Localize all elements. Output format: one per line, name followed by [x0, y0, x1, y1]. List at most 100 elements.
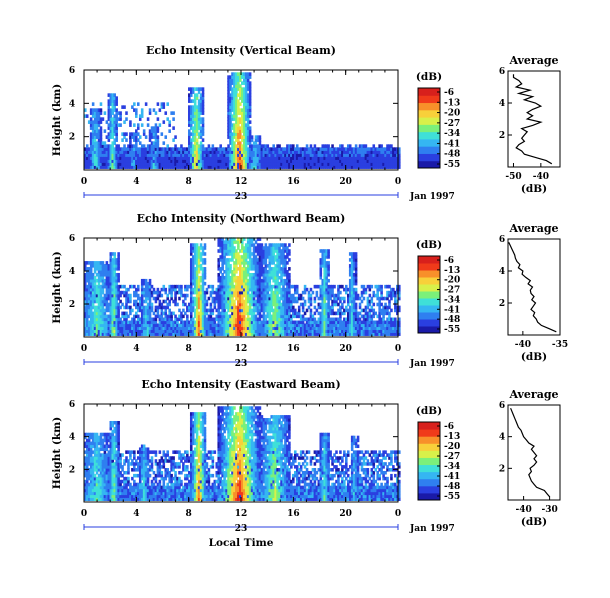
x-tick-label: 20	[339, 344, 352, 354]
heatmap	[84, 237, 401, 336]
colorbar-swatch	[418, 457, 440, 466]
colorbar-swatch	[418, 256, 440, 264]
x-axis-label: Local Time	[209, 537, 274, 549]
y-tick-label: 6	[69, 66, 75, 76]
colorbar-unit: (dB)	[416, 239, 442, 251]
avg-x-axis-label: (dB)	[521, 351, 547, 363]
colorbar-tick-label: -27	[444, 452, 460, 462]
colorbar-tick-label: -34	[444, 295, 460, 305]
colorbar-tick-label: -13	[444, 98, 460, 108]
colorbar-swatch	[418, 450, 440, 458]
x-tick-label: 0	[81, 344, 87, 354]
colorbar-tick-label: -13	[444, 266, 460, 276]
colorbar-tick-label: -20	[444, 109, 460, 119]
colorbar-swatch	[418, 443, 440, 451]
date-label: Jan 1997	[409, 359, 455, 369]
colorbar-tick-label: -48	[444, 315, 460, 325]
colorbar-swatch	[418, 131, 440, 140]
colorbar-swatch	[418, 138, 440, 147]
x-tick-label: 8	[186, 344, 192, 354]
colorbar-swatch	[418, 160, 440, 169]
y-tick-label: 6	[69, 234, 75, 244]
colorbar-swatch	[418, 102, 440, 111]
colorbar-swatch	[418, 464, 440, 473]
colorbar-swatch	[418, 305, 440, 313]
x-tick-label: 0	[81, 509, 87, 519]
average-profile-line	[508, 241, 557, 333]
day-label: 23	[235, 524, 248, 534]
avg-x-tick-label: -40	[533, 172, 549, 182]
colorbar-swatch	[418, 436, 440, 444]
average-frame	[507, 404, 561, 501]
avg-y-tick-label: 2	[499, 464, 505, 474]
colorbar-swatch	[418, 471, 440, 480]
avg-y-tick-label: 6	[499, 67, 505, 77]
y-tick-label: 6	[69, 400, 75, 410]
colorbar-tick-label: -27	[444, 286, 460, 296]
colorbar-swatch	[418, 109, 440, 118]
avg-y-tick-label: 6	[499, 235, 505, 245]
x-tick-label: 4	[133, 344, 139, 354]
x-tick-label: 0	[395, 509, 401, 519]
x-tick-label: 12	[235, 509, 248, 519]
colorbar-frame	[417, 255, 441, 334]
date-label: Jan 1997	[409, 524, 455, 534]
day-label: 23	[235, 359, 248, 369]
colorbar-swatch	[418, 277, 440, 285]
avg-x-axis-label: (dB)	[521, 183, 547, 195]
x-tick-label: 4	[133, 509, 139, 519]
x-tick-label: 16	[287, 509, 300, 519]
y-tick-label: 4	[69, 99, 75, 109]
y-axis-label: Height (km)	[51, 251, 63, 323]
colorbar-tick-label: -41	[444, 305, 460, 315]
avg-y-tick-label: 4	[499, 99, 505, 109]
colorbar-tick-label: -6	[444, 88, 454, 98]
day-label: 23	[235, 192, 248, 202]
colorbar-tick-label: -20	[444, 276, 460, 286]
avg-x-tick-label: -50	[505, 172, 521, 182]
colorbar-tick-label: -27	[444, 119, 460, 129]
x-tick-label: 8	[186, 509, 192, 519]
colorbar-swatch	[418, 284, 440, 292]
colorbar-swatch	[418, 319, 440, 327]
panel-title: Echo Intensity (Vertical Beam)	[146, 44, 336, 57]
average-profile-line	[510, 407, 551, 498]
x-tick-label: 20	[339, 177, 352, 187]
colorbar-tick-label: -55	[444, 492, 460, 502]
colorbar-tick-label: -20	[444, 442, 460, 452]
x-tick-label: 0	[395, 177, 401, 187]
colorbar-swatch	[418, 270, 440, 278]
x-tick-label: 4	[133, 177, 139, 187]
x-tick-label: 12	[235, 177, 248, 187]
colorbar-swatch	[418, 117, 440, 125]
y-tick-label: 2	[69, 133, 75, 143]
avg-y-tick-label: 4	[499, 433, 505, 443]
x-tick-label: 12	[235, 344, 248, 354]
avg-y-tick-label: 6	[499, 401, 505, 411]
colorbar-swatch	[418, 95, 440, 104]
average-title: Average	[508, 388, 558, 401]
heatmap	[84, 406, 401, 501]
colorbar-unit: (dB)	[416, 405, 442, 417]
colorbar-swatch	[418, 298, 440, 306]
avg-x-tick-label: -35	[552, 340, 568, 350]
heatmap	[84, 72, 401, 169]
date-label: Jan 1997	[409, 192, 455, 202]
x-tick-label: 16	[287, 177, 300, 187]
y-axis-label: Height (km)	[51, 84, 63, 156]
y-tick-label: 2	[69, 465, 75, 475]
y-tick-label: 2	[69, 300, 75, 310]
y-tick-label: 4	[69, 433, 75, 443]
colorbar-swatch	[418, 146, 440, 154]
avg-y-tick-label: 4	[499, 267, 505, 277]
colorbar-frame	[417, 421, 441, 501]
colorbar-tick-label: -34	[444, 129, 460, 139]
colorbar-tick-label: -41	[444, 472, 460, 482]
average-profile-line	[512, 74, 553, 165]
x-tick-label: 8	[186, 177, 192, 187]
colorbar-tick-label: -55	[444, 325, 460, 335]
average-frame	[507, 70, 561, 168]
x-tick-label: 20	[339, 509, 352, 519]
avg-x-tick-label: -30	[541, 505, 557, 515]
